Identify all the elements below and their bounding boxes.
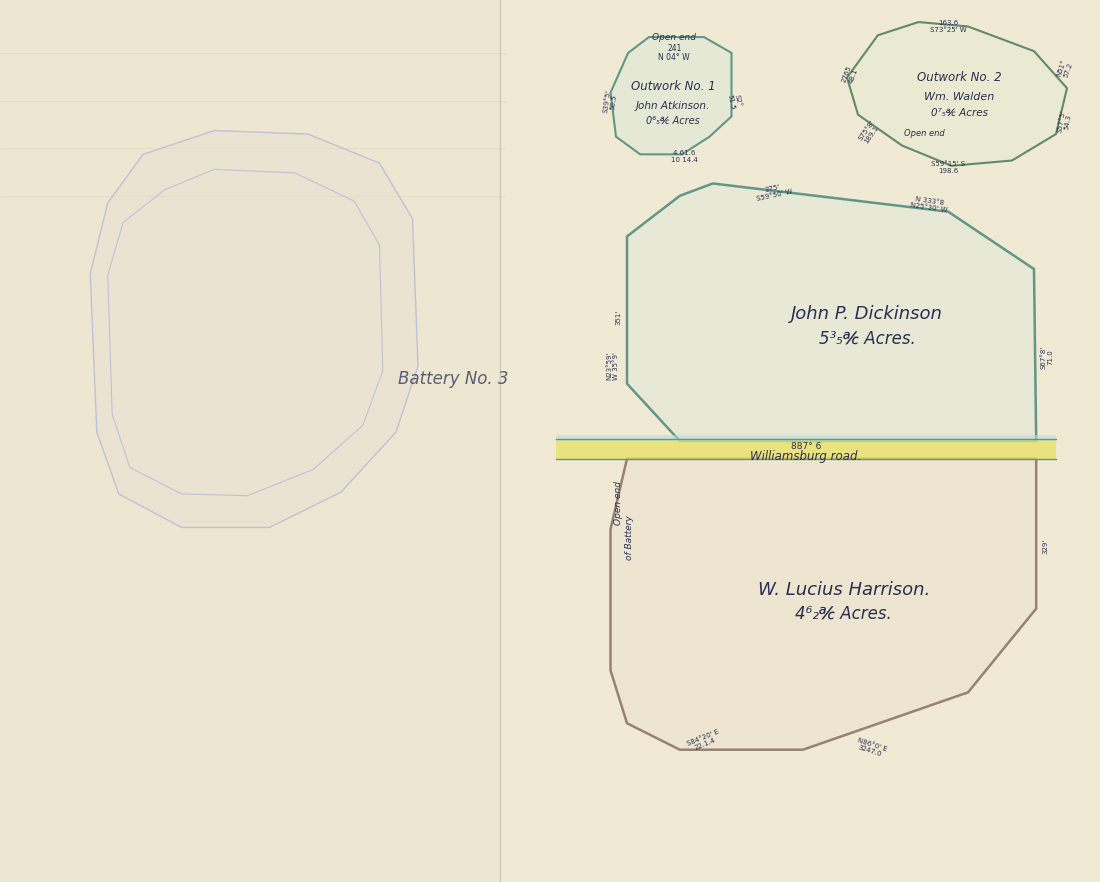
Text: N86°0' E
3247.0: N86°0' E 3247.0 xyxy=(855,737,888,759)
Text: Williamsburg road.: Williamsburg road. xyxy=(750,450,861,463)
Bar xyxy=(556,435,1056,441)
Text: S67°8'
71.0: S67°8' 71.0 xyxy=(1041,346,1054,369)
Text: Open end: Open end xyxy=(614,481,623,525)
Text: 351': 351' xyxy=(615,310,622,325)
Polygon shape xyxy=(847,22,1067,166)
Bar xyxy=(0,0,499,882)
Text: 887° 6: 887° 6 xyxy=(791,442,821,451)
Polygon shape xyxy=(90,131,418,527)
Text: 329': 329' xyxy=(1042,539,1048,555)
Text: Wm. Walden: Wm. Walden xyxy=(924,93,994,102)
Text: Outwork No. 2: Outwork No. 2 xyxy=(917,71,1001,84)
Text: 0⁶₅℀ Acres: 0⁶₅℀ Acres xyxy=(647,116,700,126)
Polygon shape xyxy=(610,459,1036,750)
Text: 0⁷₅℀ Acres: 0⁷₅℀ Acres xyxy=(931,108,988,118)
Text: 4⁶₂℀ Acres.: 4⁶₂℀ Acres. xyxy=(795,605,892,623)
Text: N51°
57.2: N51° 57.2 xyxy=(1056,58,1074,79)
Text: N 333°8
N25°30' W: N 333°8 N25°30' W xyxy=(910,196,949,213)
Text: S59°15' S
198.6: S59°15' S 198.6 xyxy=(931,161,966,174)
Polygon shape xyxy=(627,183,1036,441)
Text: Open end: Open end xyxy=(904,129,945,138)
Text: N23°59'
W 35°9': N23°59' W 35°9' xyxy=(606,352,619,380)
Text: 275'
S59°50' W: 275' S59°50' W xyxy=(754,182,793,203)
Text: of Battery: of Battery xyxy=(625,516,634,560)
Polygon shape xyxy=(610,37,732,154)
Text: 2765
48.1: 2765 48.1 xyxy=(842,64,859,86)
Text: Open end: Open end xyxy=(652,34,696,42)
Text: S84°20' E
22.1.4: S84°20' E 22.1.4 xyxy=(685,729,723,753)
Text: N 04° W: N 04° W xyxy=(659,53,690,62)
Bar xyxy=(499,0,1100,882)
Text: 5³₅℀ Acres.: 5³₅℀ Acres. xyxy=(818,329,915,348)
Text: Battery No. 3: Battery No. 3 xyxy=(398,370,508,388)
Text: W. Lucius Harrison.: W. Lucius Harrison. xyxy=(758,580,930,599)
Text: 163.6
S73°25' W: 163.6 S73°25' W xyxy=(930,20,967,33)
Text: Outwork No. 1: Outwork No. 1 xyxy=(631,80,715,93)
Text: John Atkinson.: John Atkinson. xyxy=(636,101,711,111)
Text: S75°8'
189.1: S75°8' 189.1 xyxy=(857,119,881,146)
Bar xyxy=(556,439,1056,459)
Text: 241: 241 xyxy=(667,44,682,53)
Text: S2°
51.5: S2° 51.5 xyxy=(727,93,742,110)
Text: S39°5'
50.5: S39°5' 50.5 xyxy=(603,89,618,114)
Text: 4 61.6
10 14.4: 4 61.6 10 14.4 xyxy=(671,151,697,163)
Text: S57°5'
54.3: S57°5' 54.3 xyxy=(1056,109,1074,134)
Text: John P. Dickinson: John P. Dickinson xyxy=(791,305,943,324)
